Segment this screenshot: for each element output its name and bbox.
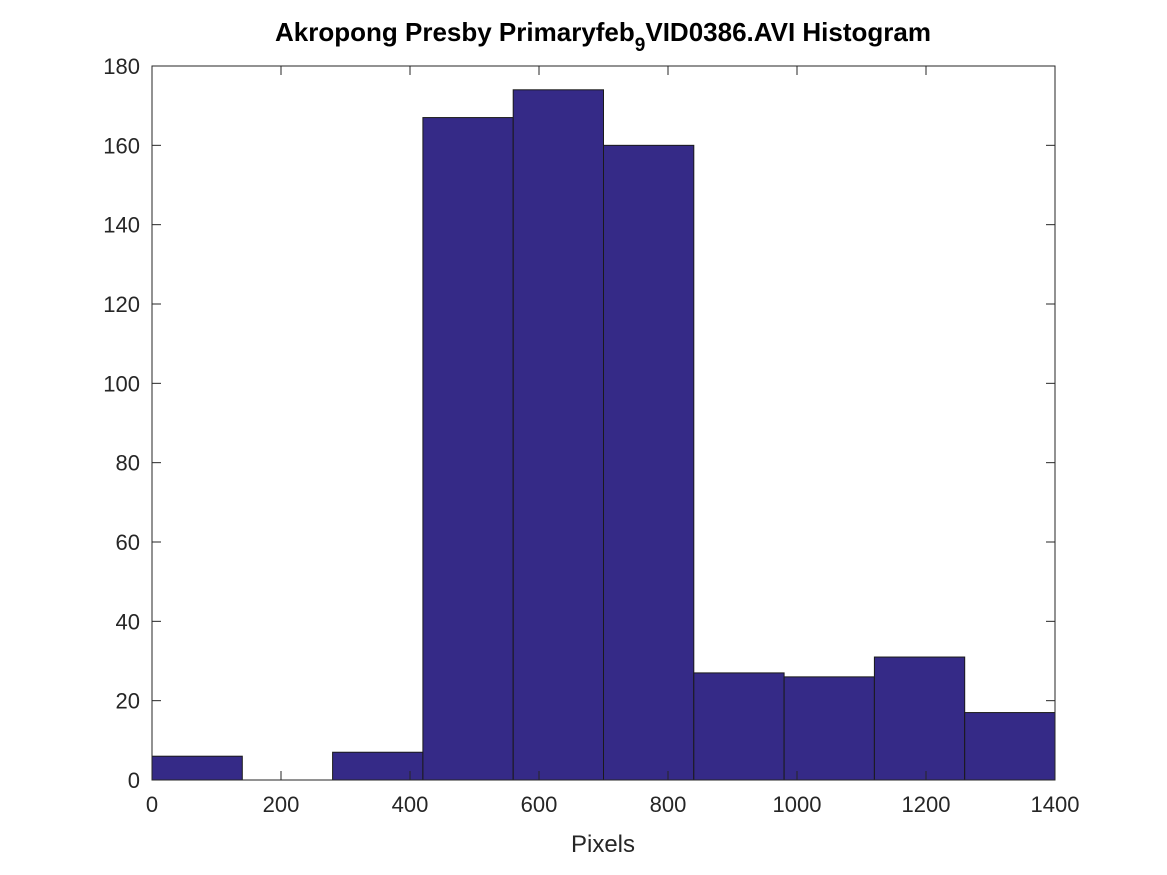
histogram-bar [332, 751, 424, 781]
x-tick-label: 600 [521, 792, 558, 817]
chart-title-main: Akropong Presby Primaryfeb [275, 17, 635, 47]
y-tick-label: 80 [116, 451, 140, 476]
y-tick-label: 120 [103, 292, 140, 317]
x-tick-label: 1200 [902, 792, 951, 817]
y-tick-label: 160 [103, 133, 140, 158]
y-tick-label: 20 [116, 689, 140, 714]
y-tick-label: 140 [103, 213, 140, 238]
x-tick-label: 1400 [1031, 792, 1080, 817]
histogram-bar [964, 712, 1056, 781]
x-tick-label: 400 [392, 792, 429, 817]
x-tick-label: 800 [650, 792, 687, 817]
histogram-bar [512, 89, 605, 781]
x-tick-label: 1000 [773, 792, 822, 817]
x-tick-label: 200 [263, 792, 300, 817]
y-tick-label: 0 [128, 768, 140, 793]
y-tick-label: 40 [116, 609, 140, 634]
histogram-bar [603, 144, 695, 781]
x-axis-label: Pixels [571, 831, 635, 858]
y-tick-label: 100 [103, 371, 140, 396]
chart-title-subscript: 9 [635, 35, 646, 56]
histogram-bar [873, 656, 966, 781]
histogram-bar [693, 672, 785, 781]
chart-title: Akropong Presby Primaryfeb9VID0386.AVI H… [275, 17, 931, 56]
y-tick-label: 180 [103, 54, 140, 79]
chart-title-rest: VID0386.AVI Histogram [645, 17, 931, 47]
axes-box [151, 65, 1056, 781]
histogram-bar [783, 676, 875, 781]
y-tick-label: 60 [116, 530, 140, 555]
histogram-bar [422, 117, 514, 781]
plot-area: 0 200 400 600 800 1000 1200 1400 0 20 40 60 80 100 120… [103, 54, 1079, 817]
histogram-bar [151, 755, 243, 781]
x-tick-label: 0 [146, 792, 158, 817]
